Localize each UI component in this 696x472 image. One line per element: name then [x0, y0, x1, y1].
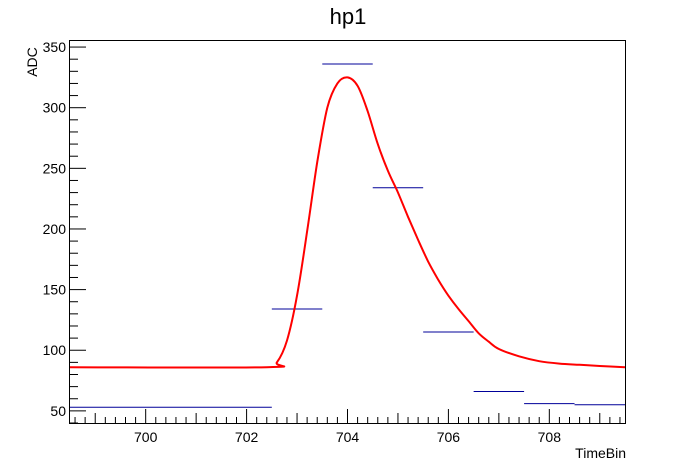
chart-title: hp1 — [330, 4, 367, 29]
x-tick-label: 704 — [336, 429, 360, 445]
x-tick-label: 706 — [437, 429, 461, 445]
fit-curve — [69, 76, 626, 369]
histogram-layer — [70, 63, 625, 408]
axes: 50 100 150 200 250 300 350 700 702 704 706 708 — [43, 39, 621, 445]
y-tick-label: 100 — [43, 342, 67, 358]
x-axis-label: TimeBin — [575, 445, 626, 461]
x-tick-label: 708 — [538, 429, 562, 445]
x-tick-label: 700 — [134, 429, 158, 445]
y-tick-label: 200 — [43, 221, 67, 237]
y-axis-label: ADC — [24, 47, 40, 77]
y-tick-label: 50 — [50, 403, 66, 419]
plot-frame — [69, 40, 626, 424]
y-tick-label: 250 — [43, 160, 67, 176]
y-tick-label: 300 — [43, 100, 67, 116]
y-tick-label: 350 — [43, 39, 67, 55]
y-tick-label: 150 — [43, 282, 67, 298]
x-tick-label: 702 — [235, 429, 259, 445]
